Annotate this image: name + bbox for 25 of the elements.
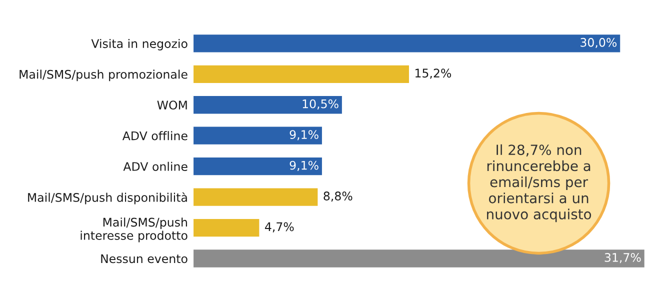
data-label: 9,1% (290, 130, 318, 140)
y-tick-label: ADV online (123, 162, 188, 171)
bar (192, 186, 320, 208)
bar (192, 94, 344, 116)
y-tick-label: ADV offline (122, 131, 188, 140)
data-label: 10,5% (302, 99, 338, 110)
bar (192, 248, 646, 269)
y-tick-label: Mail/SMS/push promozionale (20, 70, 188, 82)
bar (192, 125, 324, 146)
bar (192, 218, 261, 238)
data-label: 9,1% (290, 160, 318, 171)
data-label: 31,7% (604, 252, 641, 264)
data-label: 8,8% (324, 192, 352, 202)
y-tick-label: WOM (157, 100, 187, 110)
bar (192, 33, 622, 54)
y-tick-label: Nessun evento (101, 254, 188, 264)
bar (192, 156, 324, 177)
annotation: Il 28,7% non rinuncerebbe a email/sms per orientarsi a un nuovo acquisto (487, 144, 592, 222)
y-tick-label: Mail/SMS/push interesse prodotto (80, 218, 188, 242)
y-tick-label: Visita in negozio (91, 38, 188, 50)
data-label: 4,7% (264, 222, 294, 232)
bar (192, 64, 410, 84)
data-label: 30,0% (580, 38, 617, 48)
data-label: 15,2% (415, 68, 452, 79)
y-tick-label: Mail/SMS/push disponibilità (28, 192, 187, 204)
